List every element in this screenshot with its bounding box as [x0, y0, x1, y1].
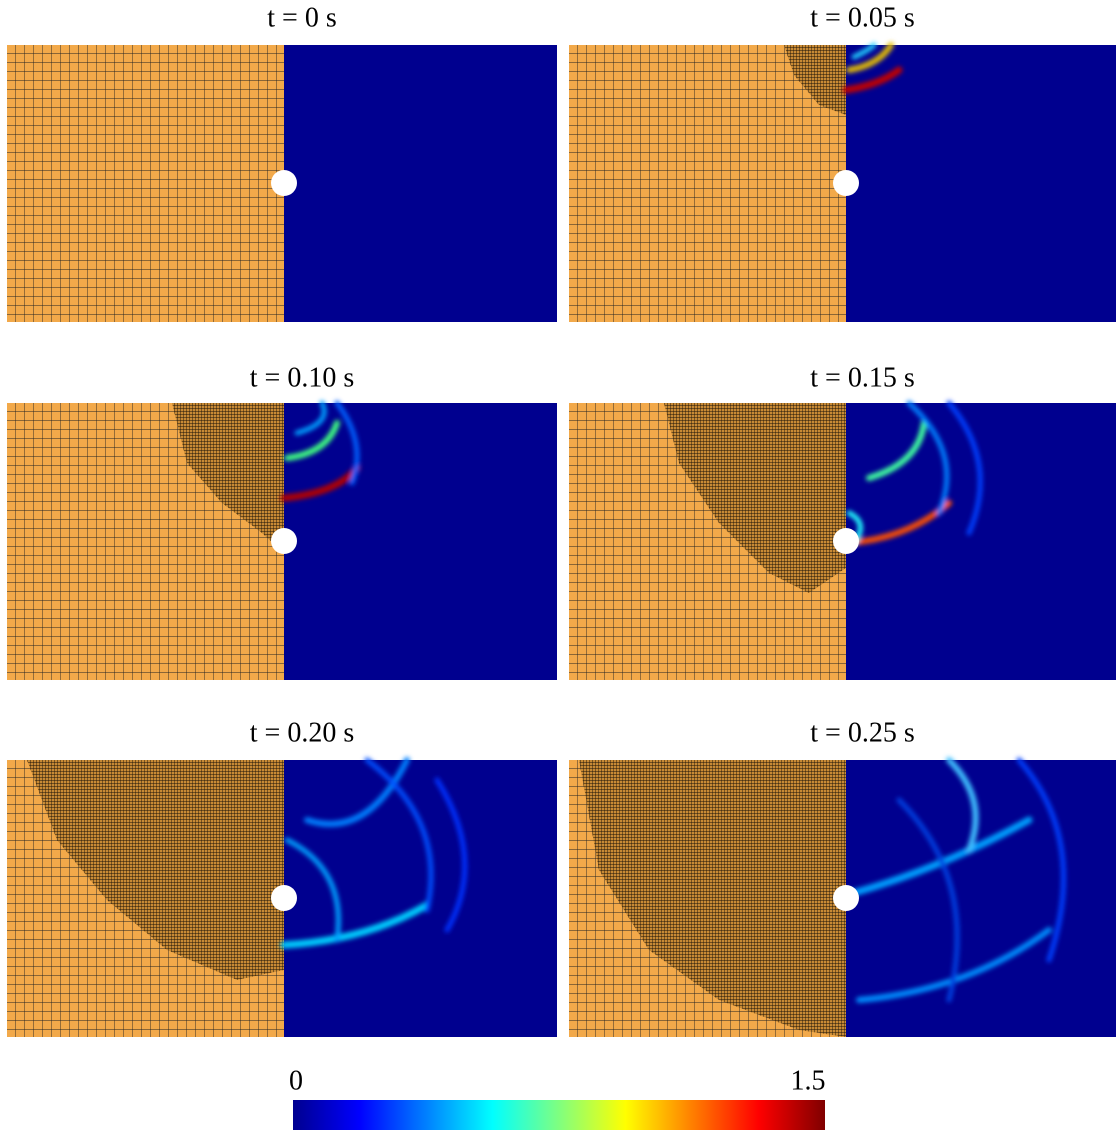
panel — [7, 45, 557, 322]
panel-title: t = 0.10 s — [250, 362, 354, 393]
figure: 0 1.5 t = 0 s t = 0.05 s t = 0.10 s t = 0.1… — [0, 0, 1116, 1131]
colorbar — [293, 1100, 825, 1130]
obstacle — [833, 170, 859, 196]
field-half — [284, 45, 557, 322]
obstacle — [271, 528, 297, 554]
page: 0 1.5 t = 0 s t = 0.05 s t = 0.10 s t = 0.1… — [0, 0, 1116, 1131]
field-half — [846, 403, 1116, 680]
colorbar-max: 1.5 — [791, 1065, 826, 1096]
panel-title: t = 0.15 s — [810, 362, 914, 393]
field-half — [846, 45, 1116, 322]
panel-title: t = 0.20 s — [250, 717, 354, 748]
obstacle — [271, 170, 297, 196]
panel — [7, 403, 557, 680]
panel — [569, 403, 1116, 680]
obstacle — [271, 885, 297, 911]
obstacle — [833, 528, 859, 554]
panel-title: t = 0 s — [267, 2, 336, 33]
field-half — [284, 760, 557, 1037]
panel-title: t = 0.25 s — [810, 717, 914, 748]
colorbar-min: 0 — [289, 1065, 303, 1096]
panel-title: t = 0.05 s — [810, 2, 914, 33]
panel — [569, 45, 1116, 322]
mesh-half — [7, 45, 284, 322]
obstacle — [833, 885, 859, 911]
panel — [7, 760, 557, 1037]
panel — [569, 760, 1116, 1037]
